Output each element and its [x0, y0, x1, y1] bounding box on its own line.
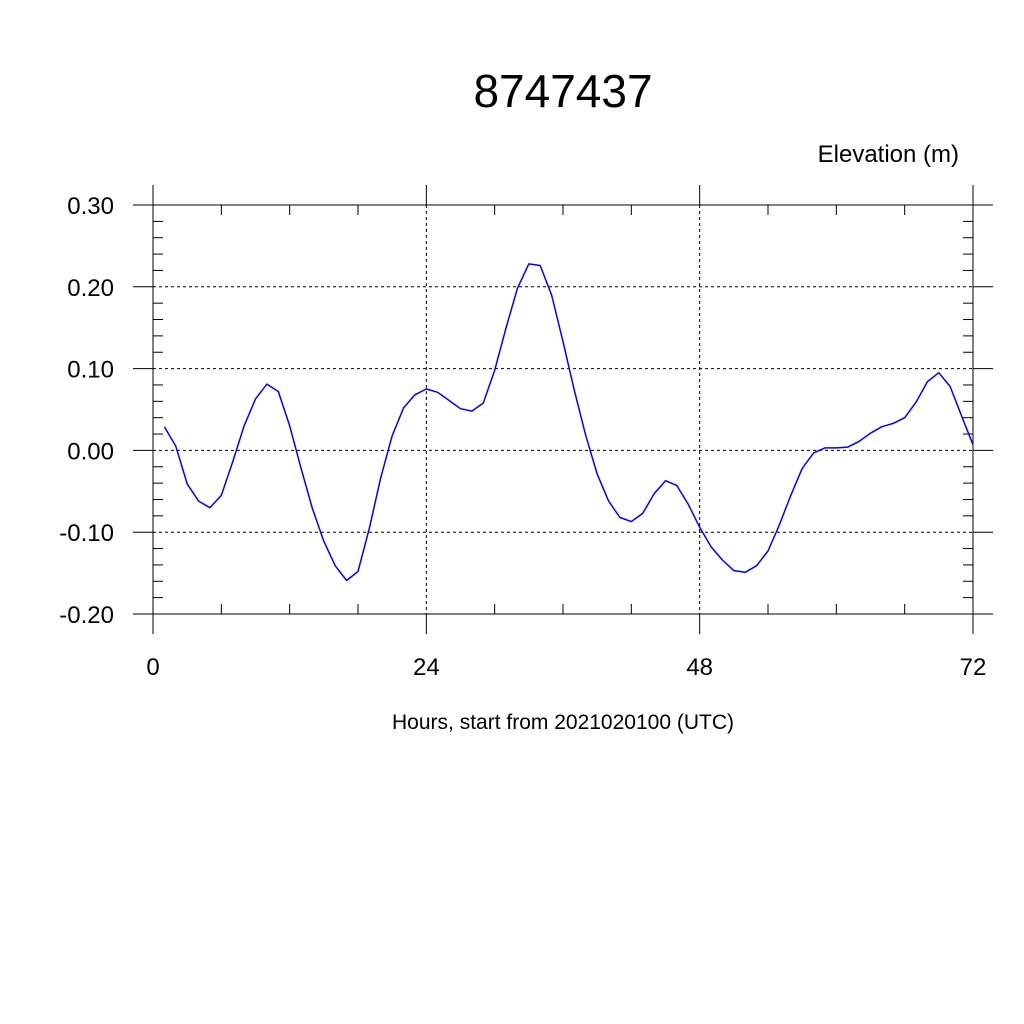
- x-tick-label: 24: [413, 654, 440, 681]
- y-tick-label: 0.20: [67, 275, 114, 302]
- x-tick-label: 0: [146, 654, 159, 681]
- series-line: [163, 263, 974, 582]
- plot-area: [163, 263, 974, 582]
- y-tick-label: 0.30: [67, 193, 114, 220]
- plot-frame: [152, 204, 974, 615]
- y-tick-label: -0.20: [59, 602, 114, 629]
- chart-title: 8747437: [473, 65, 652, 117]
- y-tick-label: 0.10: [67, 357, 114, 384]
- y-axis-label: Elevation (m): [818, 141, 959, 168]
- y-tick-label: 0.00: [67, 438, 114, 465]
- grid-lines: [152, 204, 974, 615]
- x-axis-label: Hours, start from 2021020100 (UTC): [392, 711, 734, 734]
- x-tick-label: 72: [960, 654, 987, 681]
- x-tick-label: 48: [686, 654, 713, 681]
- y-tick-label: -0.10: [59, 520, 114, 547]
- axis-ticks: [133, 185, 993, 634]
- tick-labels: -0.20 -0.10 0.00 0.10 0.20 0.30 0 24 48 72: [59, 193, 986, 681]
